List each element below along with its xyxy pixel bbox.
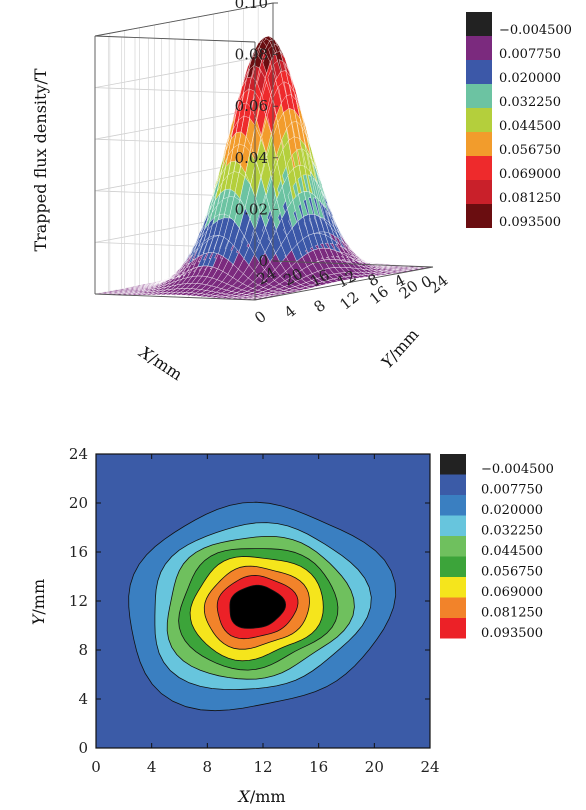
y-tick-label: 24: [69, 445, 88, 463]
surface-legend: −0.004500 0.007750 0.020000 0.032250 0.04450…: [466, 12, 572, 230]
x-tick-label: 12: [253, 758, 272, 776]
contour-x-ticks: 0 4 8 12 16 20 24: [91, 454, 440, 776]
legend-label: 0.093500: [499, 215, 561, 230]
y-tick-label: 12: [69, 592, 88, 610]
legend-swatch: [440, 454, 466, 475]
legend-label: 0.069000: [481, 585, 543, 600]
contour-bands: [128, 501, 397, 712]
legend-swatch: [440, 536, 466, 557]
legend-label: −0.004500: [499, 23, 572, 38]
legend-swatch: [466, 12, 492, 36]
z-tick-label: 0: [258, 252, 268, 270]
x-tick-label: 8: [203, 758, 213, 776]
surface-y-axis-label: Y/mm: [377, 325, 422, 372]
legend-swatch: [466, 60, 492, 84]
legend-swatch: [466, 132, 492, 156]
legend-label: 0.044500: [481, 544, 543, 559]
contour-y-ticks: 0 4 8 12 16 20 24: [69, 445, 430, 757]
z-tick-label: 0.02: [235, 200, 268, 218]
contour-legend: −0.004500 0.007750 0.020000 0.032250 0.04450…: [440, 454, 554, 641]
y-tick-label: 12: [336, 288, 362, 314]
legend-swatch: [466, 36, 492, 60]
legend-label: 0.069000: [499, 167, 561, 182]
y-tick-label: 20: [69, 494, 88, 512]
surface-z-axis-label: Trapped flux density/T: [31, 68, 50, 251]
legend-swatch: [466, 204, 492, 228]
frame-edge: [94, 35, 256, 43]
legend-swatch: [466, 84, 492, 108]
legend-label: 0.020000: [481, 503, 543, 518]
legend-label: 0.007750: [499, 47, 561, 62]
frame-edge: [254, 266, 434, 301]
legend-label: 0.093500: [481, 626, 543, 641]
y-tick-label: 0: [78, 739, 88, 757]
contour-y-axis-label: Y/mm: [29, 579, 48, 625]
contour-plot: 0 4 8 12 16 20 24 0 4 8 12 16 20 24 X/mm Y/mm −0.004…: [29, 445, 554, 806]
x-tick-label: 4: [147, 758, 157, 776]
legend-swatch: [440, 495, 466, 516]
legend-label: 0.032250: [481, 524, 543, 539]
legend-label: 0.081250: [481, 606, 543, 621]
x-tick-label: 16: [309, 758, 328, 776]
surface-frame: [94, 2, 434, 301]
legend-swatch: [440, 515, 466, 536]
surface-mesh: [94, 35, 434, 301]
contour-x-axis-unit: /mm: [250, 787, 286, 806]
y-tick-label: 8: [78, 641, 88, 659]
legend-swatch: [466, 180, 492, 204]
y-tick-label: 4: [281, 302, 300, 322]
y-tick-label: 8: [310, 296, 329, 316]
frame-edge: [94, 293, 256, 301]
contour-band: [229, 584, 287, 629]
surface-x-axis-label: X/mm: [134, 341, 186, 384]
legend-swatch: [440, 474, 466, 495]
surface-z-ticks: 0 0.02 0.04 0.06 0.08 0.10: [235, 0, 278, 270]
legend-swatch: [440, 577, 466, 598]
z-tick-label: 0.08: [235, 46, 268, 64]
z-tick-label: 0.06: [235, 97, 268, 115]
contour-x-axis-label: X/mm: [236, 787, 285, 806]
legend-swatch: [440, 618, 466, 639]
legend-label: 0.007750: [481, 483, 543, 498]
y-tick-label: 24: [425, 271, 451, 297]
z-tick-label: 0.04: [235, 149, 268, 167]
contour-y-axis-unit: /mm: [29, 579, 48, 615]
legend-swatch: [440, 597, 466, 618]
legend-swatch: [466, 156, 492, 180]
legend-label: 0.056750: [481, 565, 543, 580]
y-tick-label: 0: [251, 307, 270, 327]
contour-x-axis-var: X: [236, 787, 250, 806]
y-tick-label: 16: [69, 543, 88, 561]
legend-label: 0.081250: [499, 191, 561, 206]
legend-label: 0.056750: [499, 143, 561, 158]
legend-label: 0.032250: [499, 95, 561, 110]
frame-edge: [272, 260, 434, 268]
z-tick-label: 0.10: [235, 0, 268, 12]
x-tick-label: 0: [91, 758, 101, 776]
frame-edge: [94, 2, 274, 37]
x-tick-label: 20: [365, 758, 384, 776]
legend-swatch: [440, 556, 466, 577]
contour-y-axis-var: Y: [29, 613, 48, 625]
surface-x-axis-unit: /mm: [146, 349, 186, 384]
legend-swatch: [466, 108, 492, 132]
y-tick-label: 4: [78, 690, 88, 708]
legend-label: −0.004500: [481, 462, 554, 477]
legend-label: 0.044500: [499, 119, 561, 134]
legend-label: 0.020000: [499, 71, 561, 86]
x-tick-label: 24: [420, 758, 439, 776]
